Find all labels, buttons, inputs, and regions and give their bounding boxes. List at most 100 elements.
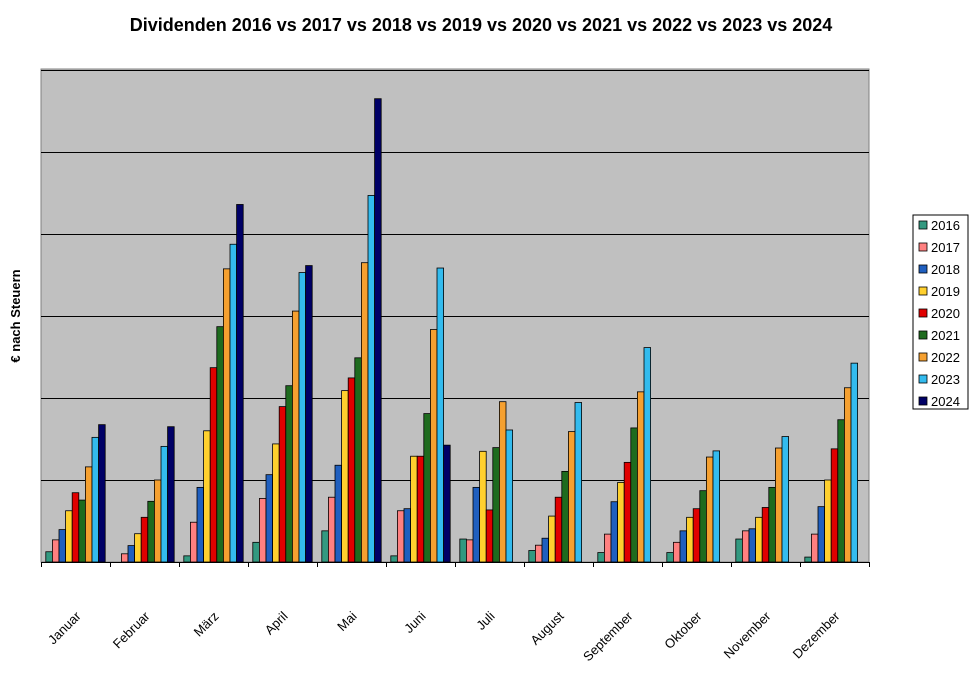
x-tick-label: Mai xyxy=(334,608,359,633)
bar-2021-februar xyxy=(147,500,155,563)
bar-2022-juni xyxy=(429,329,438,563)
bar-2017-september xyxy=(604,533,612,563)
bar-2019-juni xyxy=(410,455,418,563)
bar-2024-märz xyxy=(236,204,244,563)
bar-2021-märz xyxy=(216,326,224,563)
bar-2020-november xyxy=(761,507,770,563)
bar-2020-august xyxy=(554,496,563,563)
bar-2018-oktober xyxy=(679,530,687,563)
legend-label-2018: 2018 xyxy=(931,262,960,277)
bar-2021-september xyxy=(630,427,638,563)
bar-2016-november xyxy=(735,538,743,563)
bar-2016-april xyxy=(252,541,260,563)
bar-2022-februar xyxy=(153,479,162,563)
bar-2023-märz xyxy=(229,243,237,563)
bar-2021-juni xyxy=(423,413,431,563)
bar-2023-august xyxy=(574,402,582,563)
legend-swatch-2024 xyxy=(918,396,928,406)
bar-2018-november xyxy=(748,528,756,563)
legend-swatch-2023 xyxy=(918,374,928,384)
bar-2018-märz xyxy=(196,486,204,563)
bar-2017-juli xyxy=(465,539,474,563)
legend-swatch-2019 xyxy=(918,286,928,296)
x-tick-label: Februar xyxy=(110,608,153,651)
bar-2016-juli xyxy=(459,538,467,563)
bar-2020-februar xyxy=(140,516,149,563)
bar-2018-april xyxy=(265,474,273,563)
bar-2022-dezember xyxy=(844,387,852,563)
bar-2016-januar xyxy=(45,551,53,563)
bar-2016-märz xyxy=(183,555,191,563)
x-ticks xyxy=(41,562,870,567)
legend-swatch-2018 xyxy=(918,264,928,274)
bar-2016-dezember xyxy=(804,556,812,563)
legend-label-2016: 2016 xyxy=(931,218,960,233)
bar-2022-juli xyxy=(498,401,507,563)
x-tick-label: August xyxy=(527,608,566,647)
bar-2023-februar xyxy=(160,445,168,563)
bar-2022-april xyxy=(291,310,300,563)
bar-2017-mai xyxy=(327,496,336,563)
bar-2023-april xyxy=(298,272,306,563)
x-tick-label: September xyxy=(580,608,636,664)
bar-2022-september xyxy=(637,391,645,563)
bar-2019-januar xyxy=(65,510,73,563)
legend-swatch-2016 xyxy=(918,220,928,230)
bar-2020-oktober xyxy=(692,508,701,563)
x-tick-label: Oktober xyxy=(661,608,705,652)
bar-2023-januar xyxy=(91,436,99,563)
legend-swatch-2021 xyxy=(918,330,928,340)
bar-2016-august xyxy=(528,550,536,563)
bar-2018-februar xyxy=(127,545,135,563)
bar-2019-august xyxy=(548,515,556,563)
bar-2023-juli xyxy=(505,429,513,563)
bar-2017-juni xyxy=(396,510,405,563)
bar-2018-januar xyxy=(58,529,66,563)
bar-2018-dezember xyxy=(817,506,825,563)
bar-2018-juni xyxy=(403,508,411,563)
bar-2017-dezember xyxy=(811,533,819,563)
legend: 2016 2017 2018 2019 2020 2021 2022 2023 2024 xyxy=(912,214,969,410)
bar-2024-juni xyxy=(443,444,451,563)
x-tick-labels: Januar Februar März April Mai Juni Juli August S… xyxy=(45,608,843,664)
bar-2020-juli xyxy=(485,509,494,563)
x-tick-label: Juni xyxy=(401,608,429,636)
legend-swatch-2020 xyxy=(918,308,928,318)
bar-2019-dezember xyxy=(824,479,832,563)
bar-2021-august xyxy=(561,470,569,563)
bar-2022-märz xyxy=(222,268,231,563)
legend-label-2023: 2023 xyxy=(931,372,960,387)
bar-2021-mai xyxy=(354,357,362,563)
bar-2017-april xyxy=(258,498,267,563)
bar-2024-april xyxy=(305,265,313,563)
x-tick-label: Juli xyxy=(473,608,497,632)
bar-2019-märz xyxy=(203,430,211,563)
bar-2020-juni xyxy=(416,455,425,563)
plot-area xyxy=(40,68,870,563)
bar-2018-mai xyxy=(334,464,342,563)
bar-2021-juli xyxy=(492,447,500,563)
bar-2020-märz xyxy=(209,367,218,563)
legend-label-2021: 2021 xyxy=(931,328,960,343)
bar-2019-mai xyxy=(341,390,349,563)
bar-2023-september xyxy=(643,347,651,563)
bar-2022-mai xyxy=(360,262,369,563)
gridlines xyxy=(41,70,869,481)
bar-2017-märz xyxy=(189,521,198,563)
bar-2021-november xyxy=(768,486,776,563)
bar-2017-november xyxy=(742,530,750,563)
bar-2019-september xyxy=(617,482,625,563)
x-tick-label: Dezember xyxy=(790,608,843,661)
legend-label-2019: 2019 xyxy=(931,284,960,299)
bar-2020-mai xyxy=(347,377,356,563)
bar-2019-juli xyxy=(479,450,487,563)
bar-2020-april xyxy=(278,406,287,563)
legend-label-2017: 2017 xyxy=(931,240,960,255)
bar-2024-januar xyxy=(98,424,106,563)
bar-2019-februar xyxy=(134,533,142,563)
x-tick-label: April xyxy=(262,608,291,637)
bar-2017-januar xyxy=(52,539,60,563)
bar-2019-november xyxy=(755,516,763,563)
bar-2018-september xyxy=(610,501,618,563)
